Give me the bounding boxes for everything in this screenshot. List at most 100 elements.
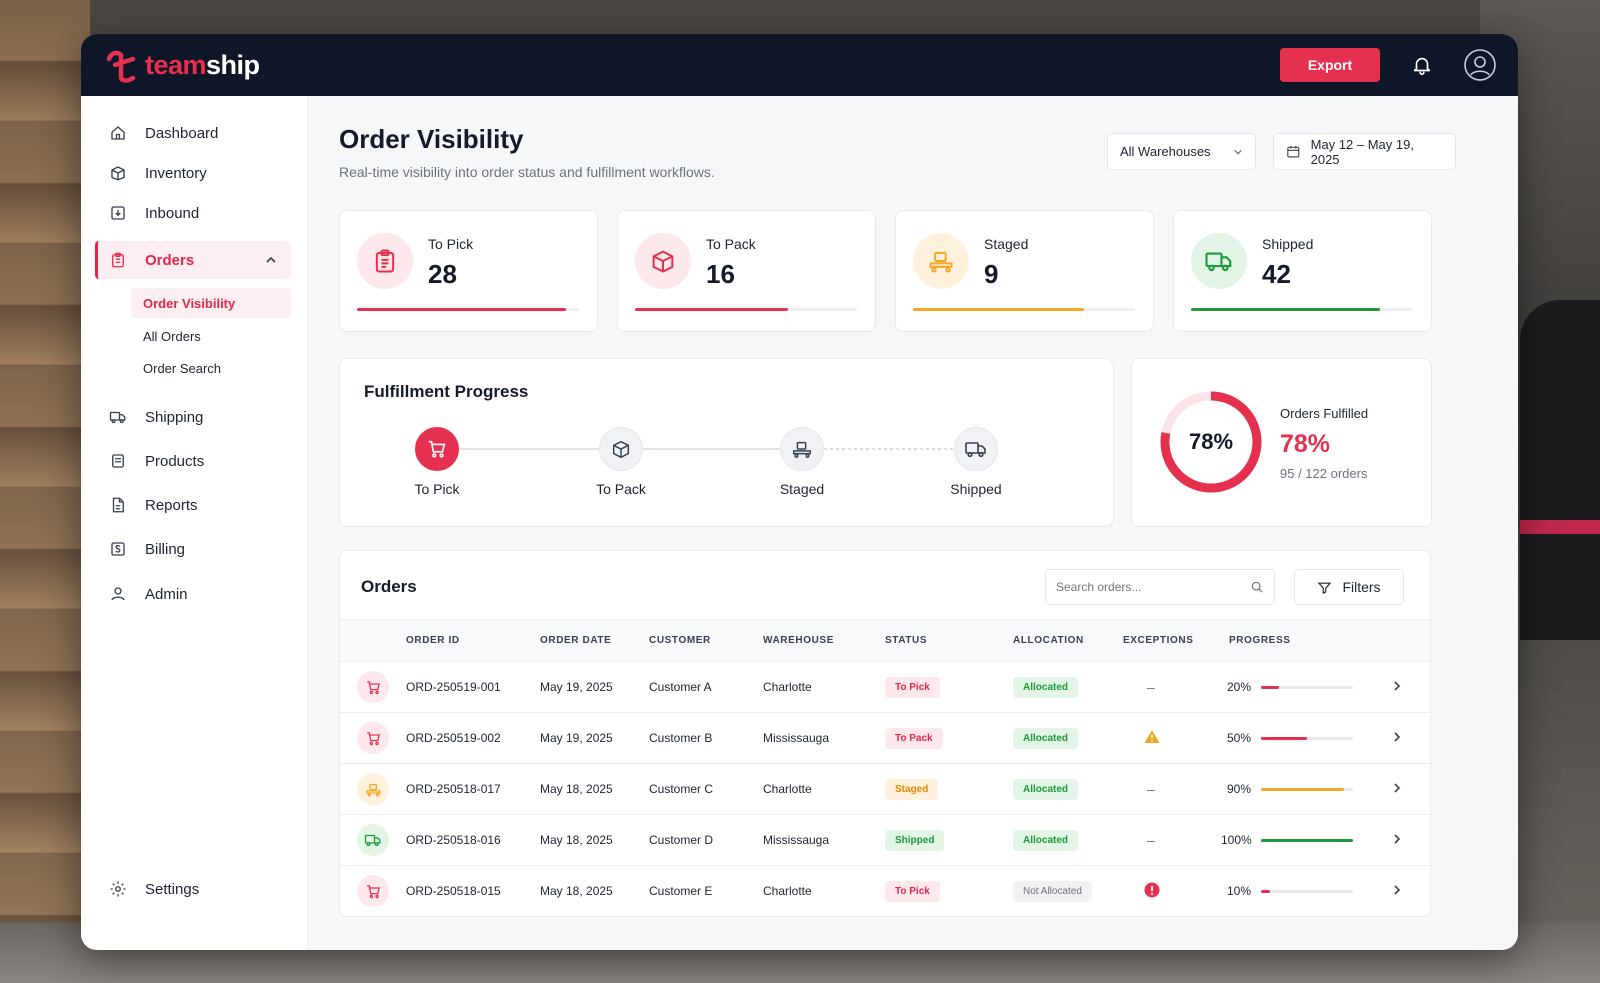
step-to-pick[interactable]: To Pick — [377, 427, 497, 497]
date-range-picker[interactable]: May 12 – May 19, 2025 — [1273, 133, 1456, 170]
chevron-right-icon[interactable] — [1391, 731, 1403, 743]
sidebar-subitem-all-orders[interactable]: All Orders — [143, 328, 201, 344]
logo[interactable]: teamship — [103, 45, 260, 85]
customer-cell: Customer C — [649, 763, 763, 815]
progress-fill — [1261, 787, 1344, 791]
chevron-right-icon[interactable] — [1391, 833, 1403, 845]
stat-card-shipped[interactable]: Shipped 42 — [1173, 210, 1432, 332]
chevron-up-icon[interactable] — [265, 254, 277, 266]
step-connector-lines — [459, 448, 954, 450]
sidebar-item-label: Shipping — [145, 408, 204, 426]
table-row[interactable]: ORD-250518-017 May 18, 2025 Customer C C… — [340, 763, 1430, 815]
column-header-order-date[interactable]: ORDER DATE — [540, 619, 649, 662]
user-avatar-icon[interactable] — [1464, 49, 1496, 81]
column-header-progress[interactable]: PROGRESS — [1221, 619, 1391, 662]
package-icon — [112, 454, 124, 468]
table-row[interactable]: ORD-250519-002 May 19, 2025 Customer B M… — [340, 712, 1430, 764]
table-header-row: ORDER ID ORDER DATE CUSTOMER WAREHOUSE S… — [340, 619, 1430, 662]
step-shipped[interactable]: Shipped — [916, 427, 1036, 497]
filters-button[interactable]: Filters — [1294, 569, 1404, 605]
stat-label: To Pack — [706, 236, 756, 252]
progress-fill — [1261, 889, 1271, 893]
sidebar-item-label: Dashboard — [145, 124, 219, 142]
column-header-status[interactable]: STATUS — [885, 619, 1013, 662]
warehouse-select[interactable]: All Warehouses — [1107, 133, 1256, 170]
order-id-cell[interactable]: ORD-250519-001 — [406, 661, 540, 713]
exception-cell: – — [1123, 814, 1221, 866]
sidebar-item-products[interactable]: Products — [95, 442, 291, 480]
chevron-right-icon[interactable] — [1391, 782, 1403, 794]
sidebar-subitem-order-search[interactable]: Order Search — [143, 360, 222, 376]
app-window: teamship Export Dashboard Inventory — [81, 34, 1518, 950]
sidebar-item-label: Settings — [145, 880, 200, 898]
order-id-cell[interactable]: ORD-250518-017 — [406, 763, 540, 815]
order-id-cell[interactable]: ORD-250519-002 — [406, 712, 540, 764]
sidebar-item-admin[interactable]: Admin — [95, 575, 291, 613]
table-row[interactable]: ORD-250518-015 May 18, 2025 Customer E C… — [340, 866, 1430, 917]
sidebar-item-shipping[interactable]: Shipping — [95, 398, 291, 436]
column-header-exceptions[interactable]: EXCEPTIONS — [1123, 619, 1221, 662]
column-header-warehouse[interactable]: WAREHOUSE — [763, 619, 885, 662]
customer-cell: Customer D — [649, 814, 763, 866]
row-action-cell — [1391, 814, 1430, 866]
search-input[interactable] — [1056, 580, 1250, 594]
error-icon[interactable] — [1143, 881, 1161, 899]
bell-icon[interactable] — [1406, 49, 1438, 81]
billing-icon — [111, 542, 125, 556]
gear-icon — [110, 881, 126, 897]
row-icon-cell — [340, 712, 406, 764]
chevron-right-icon[interactable] — [1391, 884, 1403, 896]
sidebar-item-inventory[interactable]: Inventory — [95, 154, 291, 192]
sidebar-item-orders[interactable]: Orders — [95, 241, 291, 279]
fulfillment-progress-panel: Fulfillment Progress To Pick To Pack — [339, 358, 1114, 527]
allocation-badge: Allocated — [1013, 676, 1079, 698]
sidebar-item-settings[interactable]: Settings — [95, 870, 291, 908]
page-title: Order Visibility — [339, 124, 524, 154]
stat-progress-fill — [913, 308, 1084, 311]
stat-card-staged[interactable]: Staged 9 — [895, 210, 1154, 332]
step-label: Staged — [779, 481, 825, 497]
user-icon — [111, 587, 125, 601]
stat-card-to-pick[interactable]: To Pick 28 — [339, 210, 598, 332]
sidebar-item-inbound[interactable]: Inbound — [95, 194, 291, 232]
table-row[interactable]: ORD-250518-016 May 18, 2025 Customer D M… — [340, 814, 1430, 866]
order-date-cell: May 18, 2025 — [540, 814, 649, 866]
step-to-pack[interactable]: To Pack — [561, 427, 681, 497]
row-action-cell — [1391, 712, 1430, 764]
table-row[interactable]: ORD-250519-001 May 19, 2025 Customer A C… — [340, 661, 1430, 713]
customer-cell: Customer A — [649, 661, 763, 713]
progress-value: 20% — [1226, 680, 1251, 694]
status-cell: Staged — [885, 763, 1013, 815]
order-id-cell[interactable]: ORD-250518-015 — [406, 884, 501, 899]
status-cell: To Pick — [885, 866, 1013, 917]
stat-label: Shipped — [1262, 236, 1314, 252]
donut-detail: 95 / 122 orders — [1280, 466, 1368, 481]
export-button[interactable]: Export — [1280, 48, 1380, 82]
status-badge: Staged — [885, 778, 939, 800]
chevron-right-icon[interactable] — [1391, 680, 1403, 692]
warehouse-cell: Mississauga — [763, 814, 885, 866]
warning-icon[interactable] — [1143, 728, 1161, 746]
progress-track — [1261, 685, 1353, 689]
exception-none: – — [1147, 832, 1155, 848]
cart-icon — [357, 671, 389, 703]
sidebar-item-billing[interactable]: Billing — [95, 530, 291, 568]
warehouse-cell: Charlotte — [763, 884, 812, 899]
sidebar-subitem-order-visibility[interactable]: Order Visibility — [131, 288, 291, 318]
sidebar-item-label: Inventory — [145, 164, 207, 182]
column-header-allocation[interactable]: ALLOCATION — [1013, 619, 1123, 662]
column-header-order-id[interactable]: ORDER ID — [406, 619, 540, 662]
search-box[interactable] — [1045, 569, 1275, 605]
sidebar-item-dashboard[interactable]: Dashboard — [95, 114, 291, 152]
progress-track — [1261, 838, 1353, 842]
row-icon-cell — [340, 661, 406, 713]
step-staged[interactable]: Staged — [742, 427, 862, 497]
search-icon[interactable] — [1250, 580, 1264, 594]
stat-card-to-pack[interactable]: To Pack 16 — [617, 210, 876, 332]
box-icon — [599, 427, 643, 471]
sidebar-item-reports[interactable]: Reports — [95, 486, 291, 524]
column-header-customer[interactable]: CUSTOMER — [649, 619, 763, 662]
allocation-cell: Allocated — [1013, 712, 1123, 764]
donut-label: Orders Fulfilled — [1280, 406, 1369, 421]
order-id-cell[interactable]: ORD-250518-016 — [406, 814, 540, 866]
